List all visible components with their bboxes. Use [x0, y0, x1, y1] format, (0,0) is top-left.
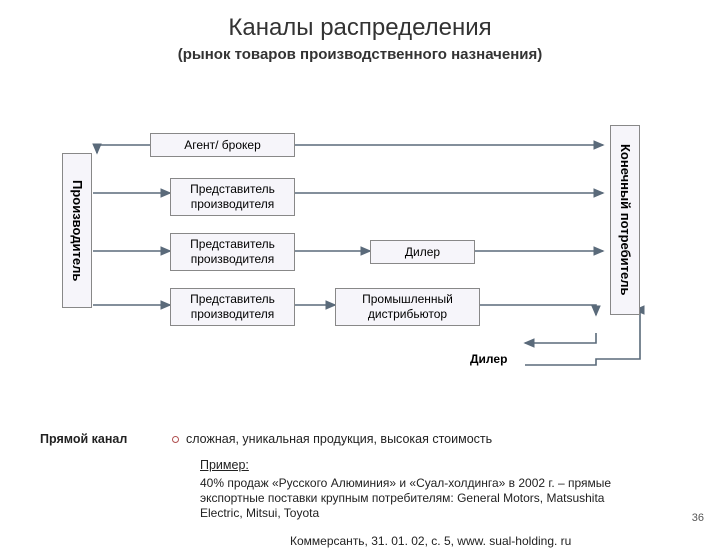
- source-text: Коммерсанть, 31. 01. 02, с. 5, www. sual…: [290, 534, 571, 548]
- node-ind_dist: Промышленныйдистрибьютор: [335, 288, 480, 326]
- node-dealer: Дилер: [370, 240, 475, 264]
- page-title: Каналы распределения: [0, 14, 720, 42]
- flow-diagram: Дилер Производитель Конечный потребитель А…: [0, 73, 720, 383]
- bullet-text: сложная, уникальная продукция, высокая с…: [186, 432, 492, 446]
- example-label: Пример:: [200, 458, 249, 472]
- node-consumer: Конечный потребитель: [610, 125, 640, 315]
- direct-channel-label: Прямой канал: [40, 432, 127, 446]
- bullet-line: сложная, уникальная продукция, высокая с…: [172, 432, 660, 446]
- node-rep2: Представительпроизводителя: [170, 233, 295, 271]
- page-number: 36: [692, 512, 704, 524]
- node-rep3: Представительпроизводителя: [170, 288, 295, 326]
- page-subtitle: (рынок товаров производственного назначе…: [0, 46, 720, 63]
- bullet-icon: [172, 436, 179, 443]
- node-producer: Производитель: [62, 153, 92, 308]
- node-rep1: Представительпроизводителя: [170, 178, 295, 216]
- node-agent: Агент/ брокер: [150, 133, 295, 157]
- example-text: 40% продаж «Русского Алюминия» и «Суал-х…: [200, 476, 630, 521]
- dealer-lower-label: Дилер: [470, 352, 507, 366]
